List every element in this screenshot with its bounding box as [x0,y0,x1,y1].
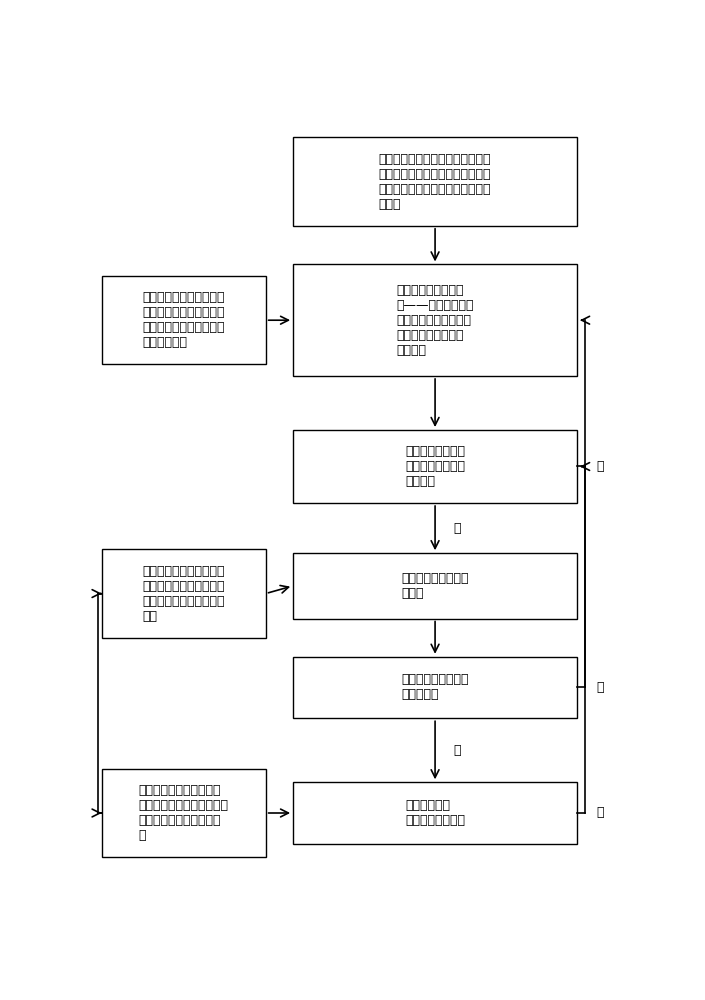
Bar [102,276,266,364]
Bar [293,657,577,718]
Text: 是: 是 [597,806,604,820]
Text: 根据用电量、电加热箱的
前后热水温差、热水流量的
关系建立电加热箱供热模
块: 根据用电量、电加热箱的 前后热水温差、热水流量的 关系建立电加热箱供热模 块 [139,784,228,842]
Bar [293,264,577,376]
Text: 开启所建立的熔盐供
热模块: 开启所建立的熔盐供 热模块 [401,572,469,600]
Text: 判断熔盐供热模块热
量是否满足: 判断熔盐供热模块热 量是否满足 [401,673,469,701]
Bar [293,553,577,619]
Text: 否: 否 [453,744,460,757]
Text: 建立供热系统运行模
型——建立室外气象
数据与楼宇换热机组目
标二次侧供回水平均
温的关系: 建立供热系统运行模 型——建立室外气象 数据与楼宇换热机组目 标二次侧供回水平均… [396,284,474,357]
Text: 根据热熔盐流量、温度温
差和前后热水温差、热水
流量的关系建立熔盐供热
模块: 根据热熔盐流量、温度温 差和前后热水温差、热水 流量的关系建立熔盐供热 模块 [142,565,225,623]
Text: 是: 是 [597,681,604,694]
Text: 否: 否 [453,522,460,535]
Bar [293,430,577,503]
Bar [102,549,266,638]
Bar [293,137,577,226]
Bar [293,782,577,844]
Text: 对现有楼宇换热机组进行改造，在
所述楼宇换热机组的二次侧供水管
上串联熔盐供热模块和电加热器供
热模块: 对现有楼宇换热机组进行改造，在 所述楼宇换热机组的二次侧供水管 上串联熔盐供热模… [379,153,491,211]
Text: 是: 是 [597,460,604,473]
Text: 判断楼宇换热机组
二次供回水平均温
是否达标: 判断楼宇换热机组 二次供回水平均温 是否达标 [405,445,465,488]
Text: 开启所建立的
电加热箱供热模块: 开启所建立的 电加热箱供热模块 [405,799,465,827]
Bar [102,769,266,857]
Text: 利用单元楼室温数据，对
室外气象数据与楼宇换热
机组目标二次供回平均温
关系进行修正: 利用单元楼室温数据，对 室外气象数据与楼宇换热 机组目标二次供回平均温 关系进行… [142,291,225,349]
